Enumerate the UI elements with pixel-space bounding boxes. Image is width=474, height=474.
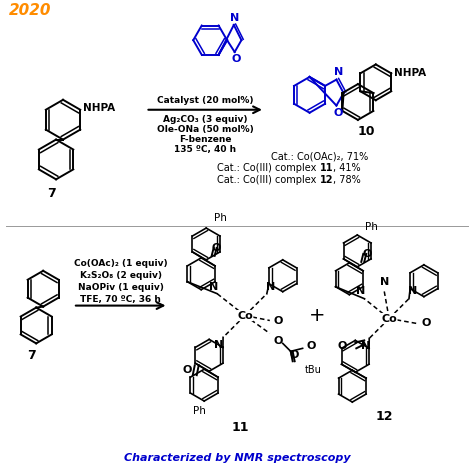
Text: Ph: Ph — [193, 406, 206, 416]
Text: tBu: tBu — [305, 365, 321, 375]
Text: 135 ºC, 40 h: 135 ºC, 40 h — [174, 145, 236, 154]
Text: 12: 12 — [319, 175, 333, 185]
Text: O: O — [274, 337, 283, 346]
Text: 2020: 2020 — [9, 3, 52, 18]
Text: Ole-ONa (50 mol%): Ole-ONa (50 mol%) — [157, 125, 254, 134]
Text: O: O — [232, 54, 241, 64]
Text: Catalyst (20 mol%): Catalyst (20 mol%) — [157, 96, 254, 105]
Text: O: O — [212, 243, 221, 253]
Text: N: N — [361, 341, 370, 351]
Text: 11: 11 — [231, 421, 249, 434]
Text: Cat.: Co(OAc)₂, 71%: Cat.: Co(OAc)₂, 71% — [271, 152, 368, 162]
Text: O: O — [363, 249, 372, 259]
Text: O: O — [274, 316, 283, 326]
Text: 7: 7 — [47, 187, 55, 201]
Text: O: O — [182, 365, 192, 375]
Text: Ph: Ph — [214, 213, 227, 223]
Text: Co: Co — [237, 310, 253, 320]
Text: K₂S₂O₈ (2 equiv): K₂S₂O₈ (2 equiv) — [80, 271, 162, 280]
Text: Ag₂CO₃ (3 equiv): Ag₂CO₃ (3 equiv) — [163, 115, 247, 124]
Text: Cat.: Co(III) complex: Cat.: Co(III) complex — [217, 175, 319, 185]
Text: , 78%: , 78% — [333, 175, 361, 185]
Text: Cat.: Co(III) complex: Cat.: Co(III) complex — [217, 164, 319, 173]
Text: N: N — [266, 282, 275, 292]
Text: Ph: Ph — [365, 222, 378, 232]
Text: F-benzene: F-benzene — [179, 135, 231, 144]
Text: O: O — [290, 350, 300, 360]
Text: 10: 10 — [357, 125, 374, 137]
Text: Characterized by NMR spectroscopy: Characterized by NMR spectroscopy — [124, 453, 350, 463]
Text: NHPA: NHPA — [83, 103, 115, 113]
Text: 7: 7 — [27, 349, 36, 362]
Text: O: O — [422, 319, 431, 328]
Text: N: N — [334, 67, 343, 77]
Text: , 41%: , 41% — [333, 164, 361, 173]
Text: N: N — [214, 340, 224, 350]
Text: Co: Co — [381, 313, 397, 324]
Text: O: O — [307, 341, 316, 351]
Text: N: N — [209, 282, 218, 292]
Text: N: N — [230, 13, 239, 23]
Text: NaOPiv (1 equiv): NaOPiv (1 equiv) — [78, 283, 164, 292]
Text: Co(OAc)₂ (1 equiv): Co(OAc)₂ (1 equiv) — [74, 259, 167, 268]
Text: N: N — [356, 286, 365, 296]
Text: +: + — [309, 306, 326, 325]
Text: TFE, 70 ºC, 36 h: TFE, 70 ºC, 36 h — [80, 295, 161, 304]
Text: 11: 11 — [319, 164, 333, 173]
Text: 12: 12 — [375, 410, 393, 423]
Text: NHPA: NHPA — [394, 68, 427, 78]
Text: N: N — [380, 277, 389, 287]
Text: O: O — [338, 341, 347, 351]
Text: O: O — [334, 108, 343, 118]
Text: N: N — [408, 286, 418, 296]
